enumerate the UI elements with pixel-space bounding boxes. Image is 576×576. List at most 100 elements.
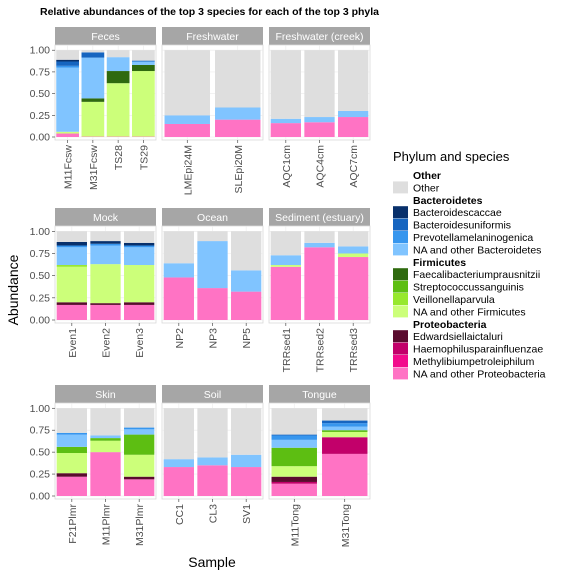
bar-segment	[231, 408, 262, 455]
y-tick-label: 0.75	[30, 66, 51, 78]
x-tick-label: F21Plmr	[67, 504, 79, 544]
bar-segment	[56, 446, 87, 454]
y-tick-label: 0.00	[30, 132, 51, 144]
bar-segment	[163, 467, 194, 496]
x-tick-label: SLEpi20M	[233, 145, 245, 193]
bar-segment	[164, 123, 210, 137]
facet-title: Ocean	[197, 212, 228, 224]
bar-segment	[197, 241, 228, 289]
bar-segment	[56, 59, 79, 62]
x-tick-label: AQC4cm	[315, 145, 327, 188]
bar-segment	[163, 263, 194, 278]
x-tick-label: Even2	[101, 328, 113, 358]
bar-segment	[106, 50, 130, 58]
bar-segment	[304, 50, 335, 118]
bar-segment	[81, 57, 105, 99]
bar-segment	[322, 431, 368, 438]
x-tick-label: NP3	[208, 328, 220, 349]
x-tick-label: CC1	[174, 504, 186, 525]
facet-title: Freshwater (creek)	[275, 31, 363, 43]
bar-segment	[304, 117, 335, 123]
bar-segment	[270, 118, 301, 124]
x-tick-label: NP2	[174, 328, 186, 349]
bar-segment	[322, 408, 368, 421]
bar-segment	[163, 459, 194, 468]
bar-segment	[124, 304, 155, 320]
bar-segment	[271, 483, 317, 496]
bar-segment	[81, 101, 105, 137]
bar-segment	[271, 466, 317, 477]
bar-segment	[124, 427, 155, 430]
bar-segment	[106, 57, 130, 72]
x-tick-label: CL3	[208, 504, 220, 523]
y-tick-label: 0.75	[30, 425, 51, 437]
legend-group-header: Proteobacteria	[413, 319, 487, 331]
bar-segment	[197, 465, 228, 496]
facet-title: Mock	[93, 212, 119, 224]
facet-panels: Feces M11Fcsw M31Fcsw TS28 TS29 0.00 0.25 0.50 0…	[30, 27, 371, 547]
bar-segment	[197, 231, 228, 242]
facet-title: Freshwater	[186, 31, 239, 43]
facet-panel: Skin F21Plmr M11Plmr M31Plmr 0.00 0.25 0.50 0.7…	[30, 385, 157, 546]
y-tick-label: 0.25	[30, 292, 51, 304]
y-tick-label: 0.75	[30, 248, 51, 260]
bar-segment	[56, 434, 87, 447]
bar-segment	[81, 50, 105, 53]
bar-segment	[164, 50, 210, 116]
bar-segment	[322, 423, 368, 427]
bar-segment	[215, 119, 261, 137]
bar-segment	[56, 65, 79, 68]
y-tick-label: 0.50	[30, 270, 51, 282]
bar-segment	[322, 430, 368, 432]
facet-title: Feces	[91, 31, 120, 43]
bar-segment	[338, 253, 369, 258]
legend-title: Phylum and species	[393, 149, 510, 164]
bar-segment	[231, 231, 262, 271]
bar-segment	[132, 60, 155, 62]
bar-segment	[90, 438, 121, 441]
legend-swatch	[393, 355, 408, 367]
facet-panel: Mock Even1 Even2 Even3 0.00 0.25 0.50 0.75 1.00	[30, 208, 157, 358]
facet-panel: Sediment (estuary) TRRsed1 TRRsed2 TRRsed3	[268, 208, 371, 372]
x-tick-label: LMEpi24M	[182, 145, 194, 195]
bar-segment	[56, 131, 79, 134]
bar-segment	[56, 61, 79, 66]
facet-panel: Soil CC1 CL3 SV1	[161, 385, 264, 525]
x-tick-label: M31Tong	[340, 504, 352, 547]
legend-swatch	[393, 268, 408, 281]
bar-segment	[90, 452, 121, 496]
legend: Phylum and speciesOtherOtherBacteroidete…	[393, 149, 546, 380]
bar-segment	[124, 245, 155, 248]
bar-segment	[56, 247, 87, 266]
bar-segment	[304, 247, 335, 320]
legend-label: Streptococcussanguinis	[413, 282, 524, 294]
bar-segment	[124, 302, 155, 305]
legend-swatch	[393, 293, 408, 305]
legend-swatch	[393, 342, 408, 355]
legend-label: Other	[413, 182, 440, 194]
facet-panel: Freshwater LMEpi24M SLEpi20M	[161, 27, 264, 195]
x-tick-label: TS28	[113, 145, 125, 170]
bar-segment	[132, 71, 155, 137]
bar-segment	[56, 133, 79, 137]
legend-label: NA and other Bacteroidetes	[413, 244, 541, 256]
facet-strip	[269, 27, 370, 45]
legend-label: Bacteroidescaccae	[413, 207, 502, 219]
legend-swatch	[393, 280, 408, 293]
bar-segment	[132, 61, 155, 65]
y-tick-label: 0.25	[30, 110, 51, 122]
bar-segment	[197, 408, 228, 458]
bar-segment	[124, 408, 155, 428]
bar-segment	[90, 231, 121, 242]
bar-segment	[81, 52, 105, 58]
y-tick-label: 1.00	[30, 226, 51, 238]
bar-segment	[163, 408, 194, 460]
bar-segment	[231, 467, 262, 496]
bar-segment	[270, 265, 301, 267]
bar-segment	[81, 98, 105, 102]
facet-panel: Tongue M11Tong M31Tong	[268, 385, 371, 547]
bar-segment	[124, 479, 155, 496]
bar-segment	[90, 408, 121, 436]
x-tick-label: SV1	[241, 504, 253, 524]
